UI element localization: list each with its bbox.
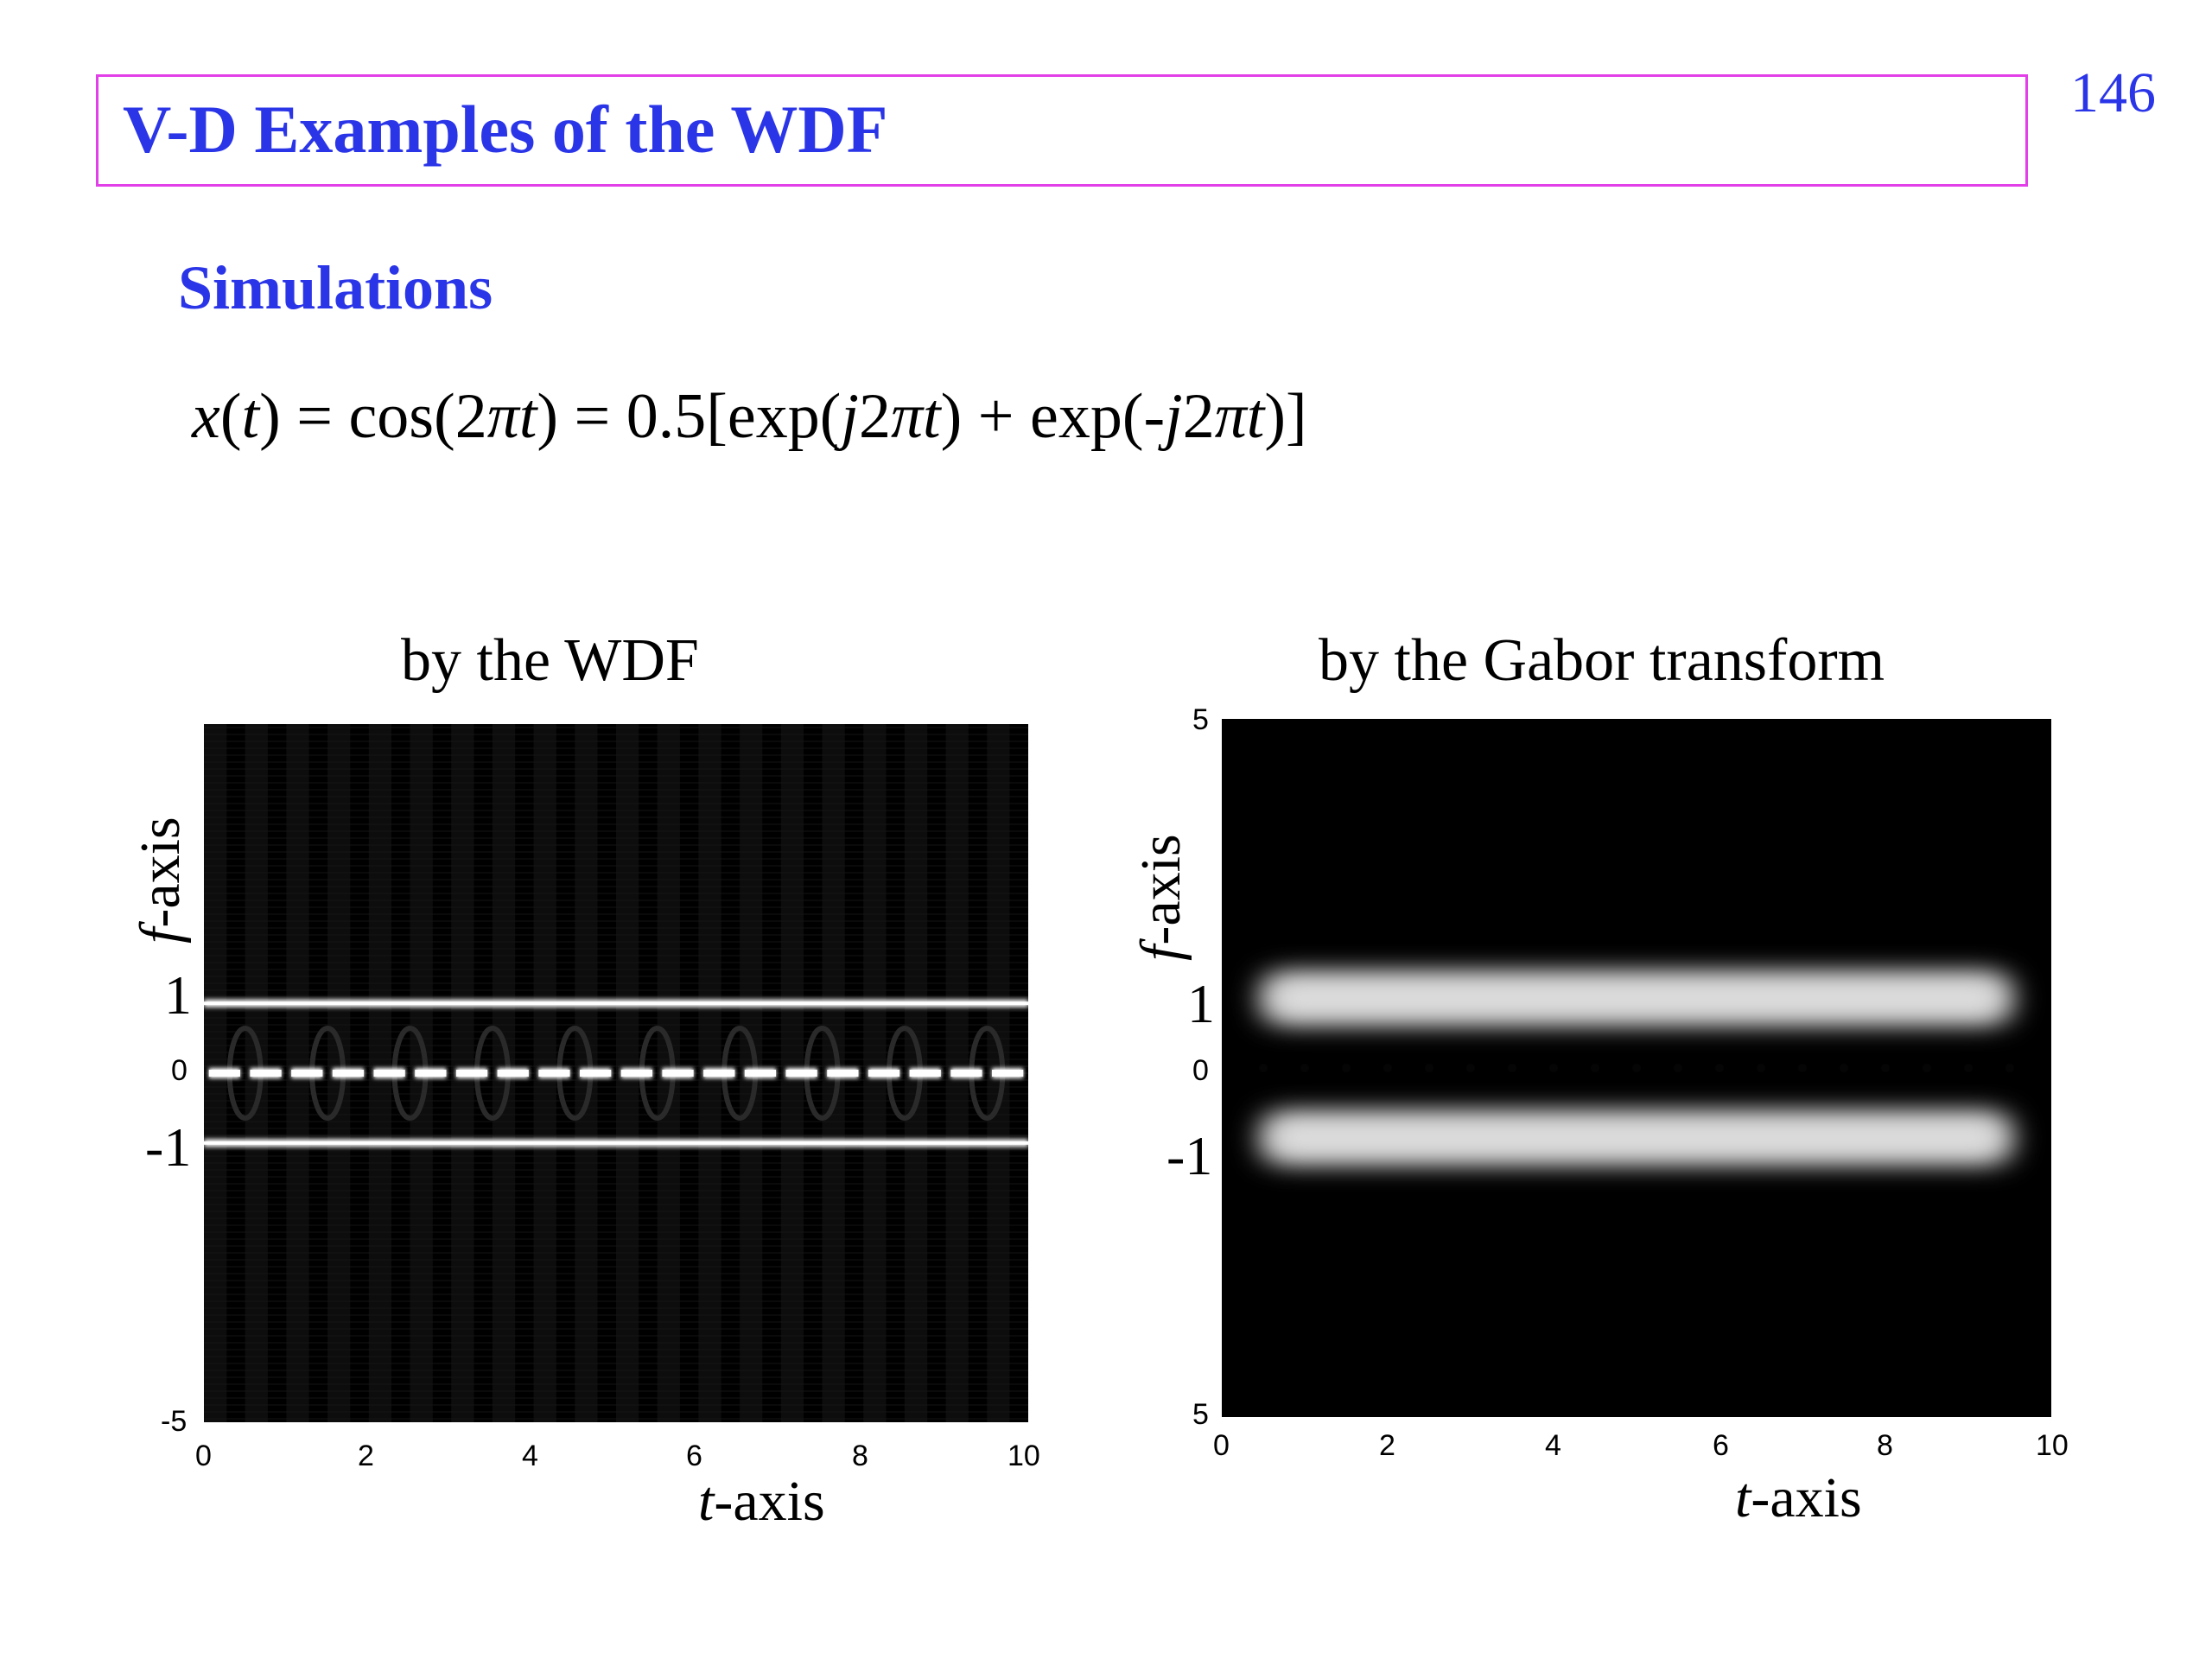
cross-term-dash-core (415, 1070, 447, 1077)
wdf-plot (204, 724, 1028, 1422)
gabor-xtick: 0 (1213, 1429, 1230, 1462)
gabor-plot (1222, 719, 2051, 1417)
zero-dot (1798, 1064, 1807, 1072)
gabor-band-core (1272, 983, 2001, 1014)
zero-dot (1715, 1064, 1724, 1072)
zero-dot (1964, 1064, 1973, 1072)
cross-term-dash-core (827, 1070, 859, 1077)
equation-part: πt (1214, 381, 1265, 452)
equation-part: 2 (858, 381, 891, 452)
wdf-xlabel: t-axis (698, 1470, 825, 1533)
wdf-ytick-m1: -1 (145, 1116, 192, 1178)
gabor-ytick-top: 5 (1192, 703, 1209, 736)
gabor-ytick-m1: -1 (1166, 1125, 1213, 1186)
cross-term-dash-core (208, 1070, 240, 1077)
equation-part: j (1165, 381, 1183, 452)
equation-part: ) = cos(2 (259, 381, 487, 452)
cross-term-dash-core (373, 1070, 405, 1077)
wdf-xtick: 0 (195, 1440, 212, 1472)
zero-dot (1342, 1064, 1351, 1072)
gabor-figure-title: by the Gabor transform (1319, 627, 1885, 694)
cross-term-dash-core (703, 1070, 735, 1077)
equation-part: j (841, 381, 859, 452)
zero-dot (1881, 1064, 1890, 1072)
wdf-ytick-p1: 1 (164, 964, 192, 1026)
gabor-ytick-bottom: 5 (1192, 1398, 1209, 1431)
wdf-figure-title: by the WDF (401, 627, 699, 694)
equation-part: πt (890, 381, 941, 452)
gabor-xlabel: t-axis (1735, 1466, 1862, 1529)
equation-part: ) + exp(- (940, 381, 1166, 452)
zero-dot (1757, 1064, 1765, 1072)
cross-term-dash-core (950, 1070, 982, 1077)
title-box: V-D Examples of the WDF (96, 74, 2028, 187)
equation-part: ( (219, 381, 242, 452)
wdf-xtick: 4 (522, 1440, 538, 1472)
zero-dot (1923, 1064, 1931, 1072)
equation-part: πt (486, 381, 537, 452)
section-heading: Simulations (178, 253, 493, 322)
equation-part: t (241, 381, 260, 452)
cross-term-dash-core (868, 1070, 900, 1077)
equation-part: x (192, 381, 220, 452)
cross-term-dash-core (992, 1070, 1024, 1077)
zero-dot (1591, 1064, 1599, 1072)
cross-term-dash-core (538, 1070, 570, 1077)
zero-dot (1674, 1064, 1682, 1072)
cross-term-dash-core (497, 1070, 529, 1077)
gabor-ytick-zero: 0 (1192, 1054, 1209, 1087)
gabor-xtick: 4 (1545, 1429, 1561, 1462)
page-number: 146 (2070, 61, 2156, 124)
cross-term-dash-core (291, 1070, 323, 1077)
cross-term-dash-core (250, 1070, 282, 1077)
cross-term-dash-core (580, 1070, 612, 1077)
zero-dot (1508, 1064, 1516, 1072)
zero-dot (1383, 1064, 1392, 1072)
zero-dot (1632, 1064, 1641, 1072)
gabor-xtick: 10 (2036, 1429, 2069, 1462)
gabor-ytick-p1: 1 (1187, 973, 1215, 1034)
zero-dot (1425, 1064, 1433, 1072)
wdf-ytick-zero: 0 (171, 1054, 188, 1087)
zero-dot (1259, 1064, 1268, 1072)
auto-term-line (204, 1001, 1028, 1006)
cross-term-dash-core (620, 1070, 652, 1077)
gabor-xtick: 2 (1379, 1429, 1395, 1462)
wdf-xtick: 10 (1007, 1440, 1040, 1472)
gabor-xtick: 6 (1713, 1429, 1729, 1462)
zero-dot (1300, 1064, 1309, 1072)
wdf-ylabel: f-axis (129, 817, 192, 944)
equation-part: )] (1264, 381, 1307, 452)
cross-term-dash-core (332, 1070, 365, 1077)
cross-term-dash-core (785, 1070, 817, 1077)
gabor-band-core (1272, 1122, 2001, 1153)
wdf-ytick-bottom: -5 (161, 1405, 188, 1438)
wdf-xtick: 6 (686, 1440, 702, 1472)
cross-term-dash-core (455, 1070, 488, 1077)
equation-part: ) = 0.5[exp( (537, 381, 842, 452)
cross-term-dash-core (744, 1070, 777, 1077)
wdf-heatmap (204, 724, 1028, 1422)
auto-term-line (204, 1141, 1028, 1145)
gabor-heatmap (1222, 719, 2051, 1417)
equation: x(t) = cos(2πt) = 0.5[exp(j2πt) + exp(-j… (192, 380, 1307, 454)
slide-title: V-D Examples of the WDF (123, 92, 888, 167)
zero-dot (2005, 1064, 2014, 1072)
wdf-xtick: 2 (358, 1440, 374, 1472)
wdf-xtick: 8 (852, 1440, 868, 1472)
zero-dot (1549, 1064, 1558, 1072)
cross-term-dash-core (909, 1070, 941, 1077)
cross-term-dash-core (662, 1070, 694, 1077)
gabor-ylabel: f-axis (1129, 834, 1192, 961)
zero-dot (1840, 1064, 1848, 1072)
gabor-xtick: 8 (1877, 1429, 1893, 1462)
zero-dot (1466, 1064, 1475, 1072)
equation-part: 2 (1182, 381, 1215, 452)
